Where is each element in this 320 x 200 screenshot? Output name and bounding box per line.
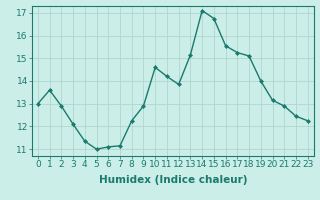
X-axis label: Humidex (Indice chaleur): Humidex (Indice chaleur) (99, 175, 247, 185)
